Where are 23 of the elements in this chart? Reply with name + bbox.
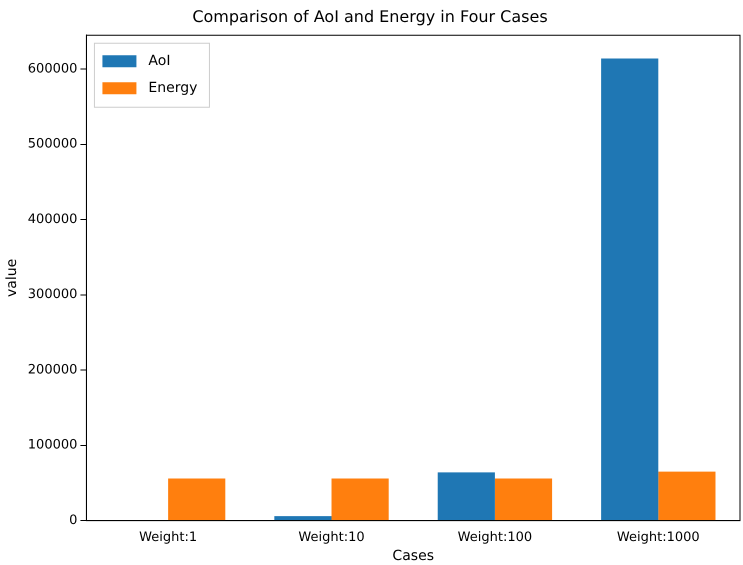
y-tick-label: 0: [69, 512, 78, 528]
x-axis-title: Cases: [392, 548, 434, 564]
legend-label: Energy: [148, 80, 198, 96]
bar: [274, 516, 332, 520]
bar: [438, 472, 495, 520]
bar: [658, 472, 716, 520]
y-tick-label: 600000: [28, 61, 78, 76]
x-tick-label: Weight:1000: [616, 530, 700, 545]
x-tick-label: Weight:1: [139, 530, 198, 545]
chart-title: Comparison of AoI and Energy in Four Cases: [192, 6, 548, 26]
y-tick-label: 300000: [28, 287, 78, 302]
bar: [332, 478, 389, 520]
x-tick-label: Weight:10: [298, 530, 365, 545]
bar: [494, 478, 552, 520]
y-tick-label: 500000: [28, 136, 78, 152]
bar: [168, 478, 226, 520]
y-axis-title: value: [4, 258, 20, 298]
y-tick-label: 400000: [28, 212, 78, 227]
y-tick-label: 100000: [28, 438, 78, 453]
bar: [601, 58, 658, 520]
x-tick-label: Weight:100: [458, 530, 532, 545]
y-tick-label: 200000: [28, 362, 78, 378]
legend-label: AoI: [148, 52, 170, 69]
